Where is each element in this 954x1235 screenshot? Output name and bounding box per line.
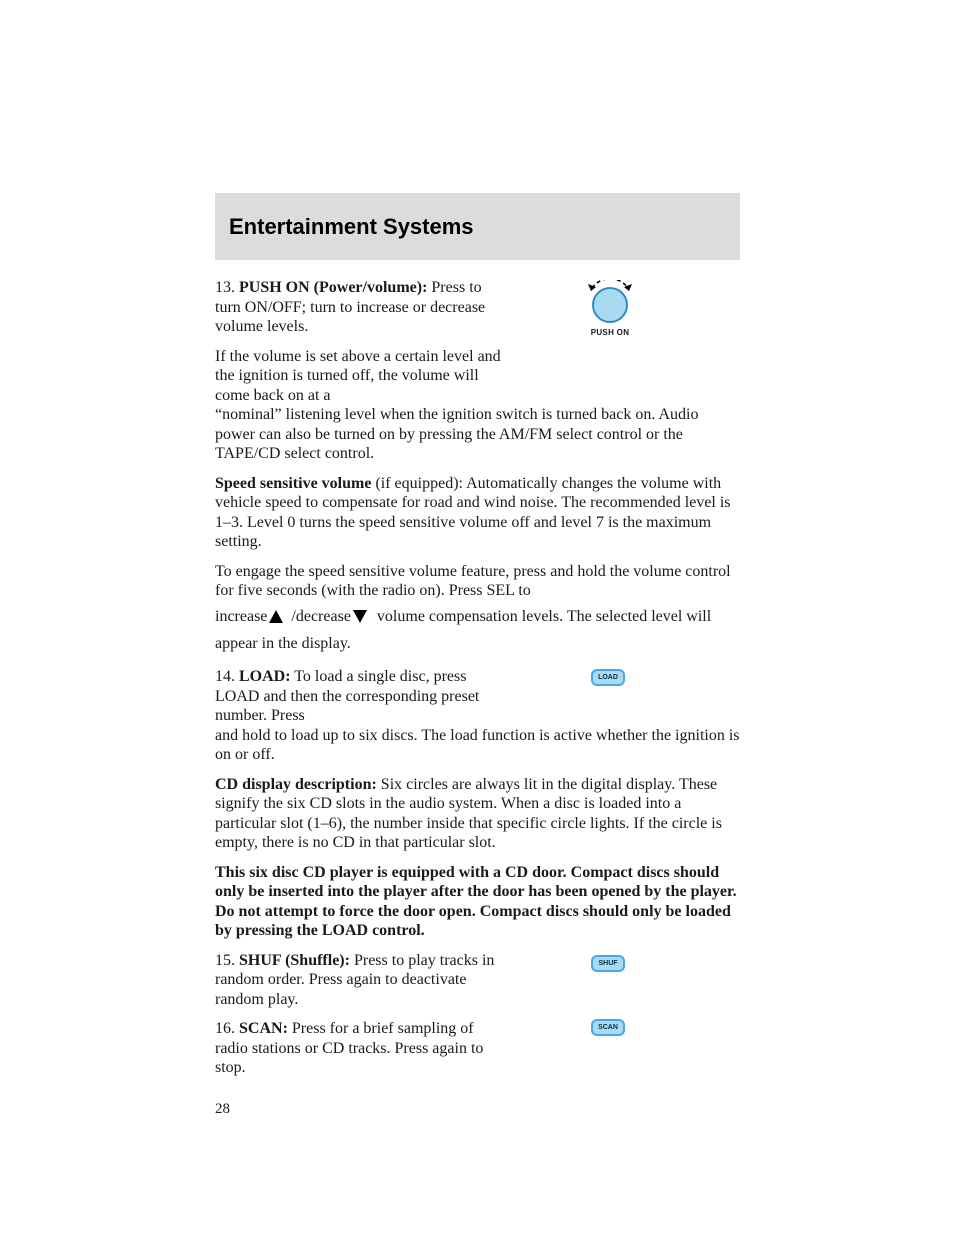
page: Entertainment Systems 13. PUSH ON (Power… <box>0 0 954 1235</box>
speed-p2: To engage the speed sensitive volume fea… <box>215 563 731 600</box>
item-13-intro: 13. PUSH ON (Power/volume): Press to tur… <box>215 278 505 337</box>
item-14-num: 14. <box>215 668 239 685</box>
item-13: 13. PUSH ON (Power/volume): Press to tur… <box>215 278 740 405</box>
scan-button-icon: SCAN <box>591 1019 625 1036</box>
content-area: 13. PUSH ON (Power/volume): Press to tur… <box>215 278 740 1118</box>
section-header: Entertainment Systems <box>215 193 740 260</box>
item-13-num: 13. <box>215 279 239 296</box>
item-14-rest: and hold to load up to six discs. The lo… <box>215 726 740 765</box>
item-15-text: 15. SHUF (Shuffle): Press to play tracks… <box>215 951 505 1010</box>
speed-inc: increase <box>215 608 267 625</box>
cd-door-warning: This six disc CD player is equipped with… <box>215 863 740 941</box>
item-16-num: 16. <box>215 1020 239 1037</box>
page-number: 28 <box>215 1100 740 1118</box>
item-15-label: SHUF (Shuffle): <box>239 952 350 969</box>
item-13-p2-left: If the volume is set above a certain lev… <box>215 347 505 406</box>
item-14-label: LOAD: <box>239 668 291 685</box>
speed-sensitive-p1: Speed sensitive volume (if equipped): Au… <box>215 474 740 552</box>
volume-knob-label: PUSH ON <box>575 328 645 338</box>
speed-dec: /decrease <box>287 608 351 625</box>
item-13-p2-rest: “nominal” listening level when the ignit… <box>215 405 740 464</box>
item-13-label: PUSH ON (Power/volume): <box>239 279 427 296</box>
item-16-text: 16. SCAN: Press for a brief sampling of … <box>215 1019 505 1078</box>
load-button-icon: LOAD <box>591 669 625 686</box>
speed-label: Speed sensitive volume <box>215 475 371 492</box>
cd-display-paragraph: CD display description: Six circles are … <box>215 775 740 853</box>
item-16: 16. SCAN: Press for a brief sampling of … <box>215 1019 740 1078</box>
item-15: 15. SHUF (Shuffle): Press to play tracks… <box>215 951 740 1010</box>
section-title: Entertainment Systems <box>229 214 474 240</box>
item-15-num: 15. <box>215 952 239 969</box>
speed-sensitive-triangles: increase /decrease volume compensation l… <box>215 603 740 657</box>
item-14: 14. LOAD: To load a single disc, press L… <box>215 667 740 726</box>
shuf-button-icon: SHUF <box>591 955 625 972</box>
item-14-left: 14. LOAD: To load a single disc, press L… <box>215 667 505 726</box>
item-16-label: SCAN: <box>239 1020 288 1037</box>
triangle-down-icon <box>353 610 367 623</box>
triangle-up-icon <box>269 610 283 623</box>
speed-sensitive-p2: To engage the speed sensitive volume fea… <box>215 562 740 601</box>
volume-knob-icon: PUSH ON <box>575 280 645 338</box>
cd-desc-label: CD display description: <box>215 776 377 793</box>
